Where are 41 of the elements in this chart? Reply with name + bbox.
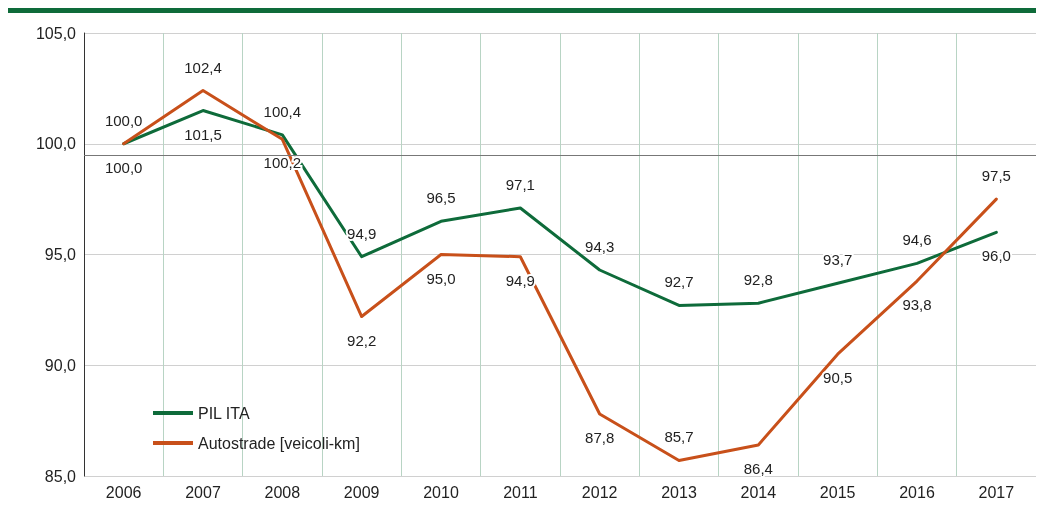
data-label: 94,6	[902, 231, 932, 249]
data-label: 100,4	[263, 102, 302, 120]
data-label: 102,4	[184, 58, 222, 76]
y-tick-label: 95,0	[44, 246, 77, 263]
legend-label: PIL ITA	[198, 404, 250, 422]
x-tick-label: 2006	[105, 483, 142, 501]
data-label: 92,7	[664, 273, 694, 291]
data-label: 87,8	[585, 428, 615, 446]
data-label: 96,5	[426, 189, 456, 207]
data-label: 101,5	[184, 125, 222, 143]
x-tick-label: 2011	[503, 483, 538, 501]
x-tick-label: 2016	[899, 483, 935, 501]
x-tick-label: 2007	[185, 483, 221, 501]
data-label: 93,8	[902, 296, 932, 314]
x-tick-label: 2009	[343, 483, 380, 501]
data-label: 92,2	[347, 331, 377, 349]
data-label: 100,0	[104, 158, 143, 176]
x-tick-label: 2008	[264, 483, 301, 501]
y-tick-label: 105,0	[35, 24, 77, 42]
data-label: 85,7	[664, 428, 694, 446]
x-tick-label: 2017	[978, 483, 1015, 501]
y-tick-label: 100,0	[35, 135, 77, 153]
y-tick-label: 85,0	[44, 467, 77, 485]
data-label: 92,8	[743, 271, 773, 289]
data-label: 100,0	[104, 111, 143, 129]
data-label: 97,5	[981, 167, 1011, 185]
data-label: 94,9	[347, 224, 377, 242]
data-label: 97,1	[505, 175, 535, 193]
data-label: 93,7	[823, 251, 853, 269]
x-tick-label: 2012	[581, 483, 618, 501]
data-label: 94,3	[585, 238, 615, 256]
y-tick-label: 90,0	[44, 356, 77, 374]
x-tick-label: 2014	[740, 483, 777, 501]
data-label: 96,0	[981, 247, 1011, 265]
x-tick-label: 2015	[819, 483, 856, 501]
x-tick-label: 2010	[423, 483, 459, 501]
data-label: 90,5	[823, 369, 853, 387]
data-label: 86,4	[743, 459, 773, 477]
data-label: 95,0	[426, 269, 456, 287]
legend-label: Autostrade [veicoli-km]	[198, 434, 360, 452]
x-tick-label: 2013	[661, 483, 697, 501]
